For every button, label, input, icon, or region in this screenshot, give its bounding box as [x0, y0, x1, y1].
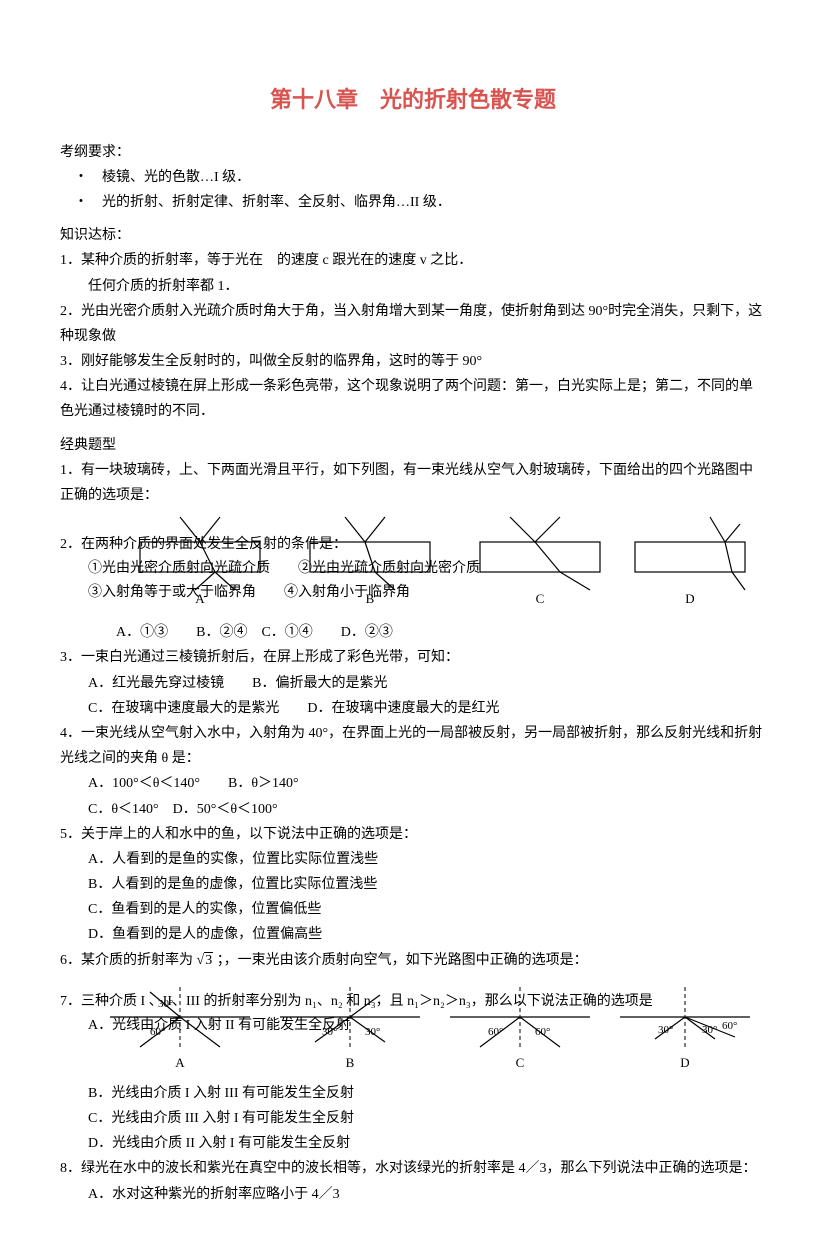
q8-a: A．水对这种紫光的折射率应略小于 4／3	[60, 1182, 766, 1207]
q7-a: A．光线由介质 I 入射 II 有可能发生全反射	[60, 1013, 350, 1038]
q5-d: D．鱼看到的是人的虚像，位置偏高些	[60, 922, 766, 947]
q7-c: C．光线由介质 III 入射 I 有可能发生全反射	[60, 1106, 766, 1131]
q5-a: A．人看到的是鱼的实像，位置比实际位置浅些	[60, 847, 766, 872]
q1-label-d: D	[685, 587, 694, 610]
zhishi-4: 4．让白光通过棱镜在屏上形成一条彩色亮带，这个现象说明了两个问题：第一，白光实际…	[60, 374, 766, 424]
q6-pre: 6．某介质的折射率为	[60, 953, 193, 968]
q6-label-b: B	[346, 1051, 355, 1074]
q6-post: ；，一束光由该介质射向空气，如下光路图中正确的选项是：	[217, 953, 588, 968]
q6-text: 6．某介质的折射率为 3 ；，一束光由该介质射向空气，如下光路图中正确的选项是：	[60, 948, 766, 973]
q6-diagrams: 60° 30° A 30° 30° B 60° 60° C	[60, 977, 766, 1067]
kaogang-item-2: ・ 光的折射、折射定律、折射率、全反射、临界角…II 级．	[60, 190, 766, 215]
jingdian-heading: 经典题型	[60, 433, 766, 458]
q2-text: 2．在两种介质的界面处发生全反射的条件是：	[60, 532, 347, 557]
q5-text: 5．关于岸上的人和水中的鱼，以下说法中正确的选项是：	[60, 822, 766, 847]
q7-d: D．光线由介质 II 入射 I 有可能发生全反射	[60, 1131, 766, 1156]
q2-sub1: ①光由光密介质射向光疏介质 ②光由光疏介质射向光密介质	[60, 556, 480, 581]
q7-text: 7．三种介质 I 、II、III 的折射率分别为 n₁、n₂ 和 n₃，且 n₁…	[60, 989, 653, 1014]
q6-label-d: D	[680, 1051, 689, 1074]
zhishi-3: 3．刚好能够发生全反射时的，叫做全反射的临界角，这时的等于 90°	[60, 349, 766, 374]
zhishi-heading: 知识达标：	[60, 223, 766, 248]
zhishi-1: 1．某种介质的折射率，等于光在 的速度 c 跟光在的速度 v 之比．	[60, 248, 766, 273]
svg-text:30°: 30°	[702, 1024, 717, 1036]
q8-text: 8．绿光在水中的波长和紫光在真空中的波长相等，水对该绿光的折射率是 4／3，那么…	[60, 1156, 766, 1181]
q1-diagram-c	[460, 512, 620, 592]
q3-b: C．在玻璃中速度最大的是紫光 D．在玻璃中速度最大的是红光	[60, 696, 766, 721]
svg-text:60°: 60°	[535, 1026, 550, 1038]
q6-label-c: C	[516, 1051, 525, 1074]
q6-label-a: A	[175, 1051, 184, 1074]
zhishi-2: 2．光由光密介质射入光疏介质时角大于角，当入射角增大到某一角度，使折射角到达 9…	[60, 299, 766, 349]
svg-text:60°: 60°	[488, 1026, 503, 1038]
q3-a: A．红光最先穿过棱镜 B．偏折最大的是紫光	[60, 671, 766, 696]
q4-b: C．θ＜140° D．50°＜θ＜100°	[60, 797, 766, 822]
q5-c: C．鱼看到的是人的实像，位置偏低些	[60, 897, 766, 922]
q1-diagram-d	[620, 512, 760, 592]
zhishi-1b: 任何介质的折射率都 1．	[60, 274, 766, 299]
sqrt-icon: 3	[197, 948, 214, 973]
q2-options: A．①③ B．②④ C．①④ D．②③	[60, 620, 766, 645]
kaogang-heading: 考纲要求：	[60, 140, 766, 165]
q1-label-c: C	[536, 587, 545, 610]
kaogang-item-1: ・ 棱镜、光的色散…I 级．	[60, 165, 766, 190]
q2-sub2: ③入射角等于或大于临界角 ④入射角小于临界角	[60, 580, 410, 605]
q4-text: 4．一束光线从空气射入水中，入射角为 40°，在界面上光的一局部被反射，另一局部…	[60, 721, 766, 771]
q7-b: B．光线由介质 I 入射 III 有可能发生全反射	[60, 1081, 766, 1106]
svg-text:60°: 60°	[722, 1020, 737, 1032]
q1-text: 1．有一块玻璃砖，上、下两面光滑且平行，如下列图，有一束光线从空气入射玻璃砖，下…	[60, 458, 766, 508]
page-title: 第十八章 光的折射色散专题	[60, 80, 766, 120]
q5-b: B．人看到的是鱼的虚像，位置比实际位置浅些	[60, 872, 766, 897]
q1-diagrams: A B C D 2．在两种介质的界面	[60, 512, 766, 602]
svg-text:30°: 30°	[658, 1024, 673, 1036]
q4-a: A．100°＜θ＜140° B．θ＞140°	[60, 771, 766, 796]
svg-text:30°: 30°	[365, 1026, 380, 1038]
q3-text: 3．一束白光通过三棱镜折射后，在屏上形成了彩色光带，可知：	[60, 645, 766, 670]
